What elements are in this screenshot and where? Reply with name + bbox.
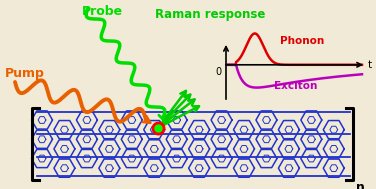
Text: Pump: Pump xyxy=(5,67,45,81)
Text: Probe: Probe xyxy=(82,5,123,18)
Text: Phonon: Phonon xyxy=(280,36,324,46)
Text: Exciton: Exciton xyxy=(274,81,318,91)
Text: t (ps): t (ps) xyxy=(368,60,376,70)
Text: Raman response: Raman response xyxy=(155,8,265,21)
Text: 0: 0 xyxy=(215,67,221,77)
Text: n: n xyxy=(356,181,365,189)
